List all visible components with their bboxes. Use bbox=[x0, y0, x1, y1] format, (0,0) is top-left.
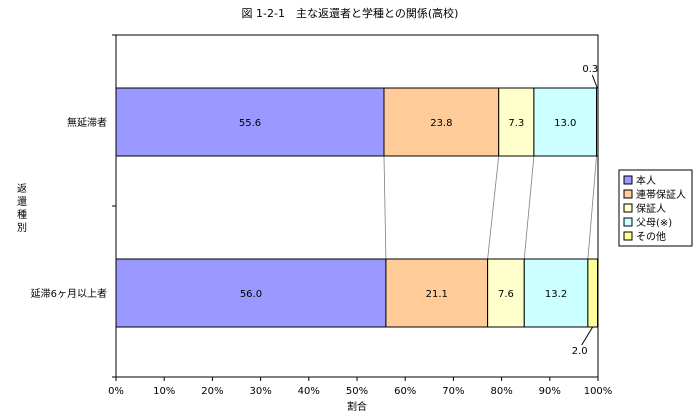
bar-value-label: 56.0 bbox=[240, 289, 262, 300]
x-tick-label: 70% bbox=[442, 386, 464, 397]
x-tick-label: 50% bbox=[346, 386, 368, 397]
y-category-label: 延滞6ヶ月以上者 bbox=[31, 288, 107, 300]
bar-segment bbox=[383, 87, 500, 157]
series-connector bbox=[383, 155, 387, 260]
bar-segment bbox=[487, 258, 525, 328]
series-connector-lines bbox=[383, 155, 597, 260]
bar-value-label: 55.6 bbox=[239, 118, 261, 129]
bar-value-label: 13.0 bbox=[554, 118, 576, 129]
legend-label: 連帯保証人 bbox=[636, 188, 686, 201]
legend-swatch bbox=[623, 203, 633, 213]
bar-segment bbox=[533, 87, 598, 157]
x-tick-label: 60% bbox=[394, 386, 416, 397]
bar-segment bbox=[523, 258, 589, 328]
bar-segment bbox=[115, 87, 385, 157]
x-tick-label: 0% bbox=[108, 386, 124, 397]
leader-line bbox=[581, 326, 594, 346]
bar-value-label: 23.8 bbox=[430, 118, 452, 129]
bar-segment bbox=[498, 87, 535, 157]
bar-segment bbox=[596, 87, 599, 157]
bar-value-label: 2.0 bbox=[572, 346, 588, 357]
legend-swatch bbox=[623, 231, 633, 241]
legend-label: 本人 bbox=[636, 174, 656, 187]
x-tick-label: 10% bbox=[153, 386, 175, 397]
bar-segment bbox=[385, 258, 489, 328]
bar-segment bbox=[587, 258, 599, 328]
legend-swatch bbox=[623, 217, 633, 227]
legend-swatch bbox=[623, 189, 633, 199]
x-tick-label: 20% bbox=[201, 386, 223, 397]
legend-swatch bbox=[623, 175, 633, 185]
legend-label: その他 bbox=[636, 230, 666, 243]
x-tick-label: 100% bbox=[584, 386, 613, 397]
legend-label: 父母(※) bbox=[636, 217, 672, 229]
series-connector bbox=[487, 155, 500, 260]
series-connector bbox=[523, 155, 535, 260]
leader-line bbox=[591, 74, 598, 89]
chart-title: 図 1-2-1 主な返還者と学種との関係(高校) bbox=[242, 6, 459, 20]
x-tick-label: 30% bbox=[249, 386, 271, 397]
bars bbox=[115, 87, 599, 328]
bar-value-label: 7.6 bbox=[498, 289, 514, 300]
bar-value-label: 21.1 bbox=[426, 289, 448, 300]
legend-label: 保証人 bbox=[636, 202, 666, 215]
x-tick-label: 90% bbox=[539, 386, 561, 397]
bar-labels: 55.6 23.8 7.3 13.0 0.3 56.0 21.1 7.6 13.2 2.0 bbox=[239, 64, 598, 357]
bar-value-label: 7.3 bbox=[508, 118, 524, 129]
x-axis-label: 割合 bbox=[347, 400, 367, 413]
y-axis-label: 返還種別 bbox=[17, 183, 27, 234]
x-tick-label: 40% bbox=[298, 386, 320, 397]
x-axis-ticks: 0% 10% 20% 30% 40% 50% 60% 70% 80% 90% 100% bbox=[108, 377, 612, 397]
series-connector bbox=[587, 155, 597, 260]
bar-segment bbox=[115, 258, 387, 328]
y-category-label: 無延滞者 bbox=[67, 116, 107, 129]
x-tick-label: 80% bbox=[490, 386, 512, 397]
y-axis-label-text: 返還種別 bbox=[17, 183, 27, 234]
bar-value-label: 13.2 bbox=[545, 289, 567, 300]
bar-value-label: 0.3 bbox=[582, 64, 598, 75]
